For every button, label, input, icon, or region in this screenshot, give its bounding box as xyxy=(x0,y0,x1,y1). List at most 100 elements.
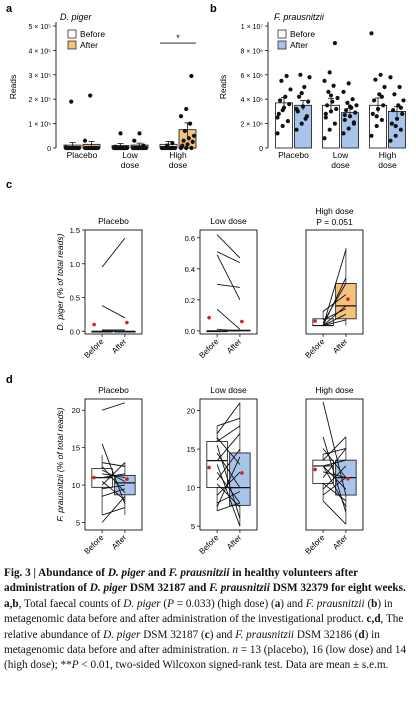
data-point xyxy=(392,92,397,97)
data-point xyxy=(323,111,328,116)
y-tick-label: 15 xyxy=(72,444,80,453)
panel-c: c D. piger (% of total reads) Placebo 0.0 0.… xyxy=(6,179,364,360)
data-point xyxy=(185,142,190,147)
paired-line xyxy=(217,283,240,288)
x-tick-label: dose xyxy=(331,160,350,170)
data-point xyxy=(388,138,393,143)
caption-panel-ref: c xyxy=(366,613,372,626)
data-point xyxy=(353,110,358,115)
y-axis-label: F. prausnitzii (% of total reads) xyxy=(55,407,65,521)
paired-line xyxy=(102,473,125,479)
data-point xyxy=(327,70,332,75)
y-axis-label: D. piger (% of total reads) xyxy=(55,233,65,330)
panel-d: d F. prausnitzii (% of total reads) Placeb… xyxy=(6,374,364,556)
x-tick-label: After xyxy=(331,533,350,552)
x-tick-label: dose xyxy=(378,160,397,170)
data-point xyxy=(184,145,189,151)
x-tick-label: Before xyxy=(197,337,220,360)
facet-frame xyxy=(305,398,364,531)
caption-panel-ref: d xyxy=(358,628,365,641)
paired-line xyxy=(322,249,347,326)
y-tick-label: 0.5 xyxy=(70,294,80,303)
caption-text: ) in metagenomic data before and after a… xyxy=(4,597,393,626)
y-tick-label: 0.0 xyxy=(70,327,80,336)
data-point xyxy=(331,83,336,88)
mean-marker xyxy=(92,475,96,480)
data-point xyxy=(189,145,194,151)
panel-label: b xyxy=(210,3,217,15)
data-point xyxy=(328,93,334,98)
data-point xyxy=(137,131,142,136)
caption-panel-ref: b xyxy=(12,597,19,610)
paired-line xyxy=(322,500,347,525)
facet-title: Placebo xyxy=(98,385,129,395)
caption-fig-label: Fig. 3 | xyxy=(4,567,39,579)
data-point xyxy=(393,133,398,138)
facet-frame xyxy=(199,398,258,531)
caption-title-species: D. piger xyxy=(107,567,146,579)
y-tick-label: 2 × 10⁵ xyxy=(28,97,51,104)
facet-frame xyxy=(84,229,143,335)
mean-marker xyxy=(313,467,317,472)
data-point xyxy=(288,87,293,92)
paired-line xyxy=(216,425,241,442)
facet-title: High dose xyxy=(315,206,354,216)
data-point xyxy=(299,121,304,126)
caption-stat: P xyxy=(71,659,79,672)
paired-line xyxy=(322,305,347,326)
facet-frame xyxy=(305,229,364,335)
caption-panel-ref: , xyxy=(371,613,375,626)
caption-text: DSM 32186 ( xyxy=(294,628,359,641)
panel-a: a D. piger Reads 0 1 × 10⁵ 2 × 10⁵ 3 × 10⁵ 4 × … xyxy=(6,3,197,170)
data-point xyxy=(325,103,330,108)
box xyxy=(206,440,228,489)
paired-line xyxy=(101,402,126,411)
y-tick-label: 2 × 10⁶ xyxy=(240,122,263,129)
y-tick-label: 20 xyxy=(187,407,195,416)
caption-panel-ref: , xyxy=(9,597,13,610)
panel-label: c xyxy=(6,179,12,191)
paired-line xyxy=(216,251,241,264)
data-point xyxy=(334,106,339,112)
paired-line xyxy=(216,452,241,488)
facet-p-value: P = 0.051 xyxy=(316,217,353,227)
data-point xyxy=(189,73,194,79)
data-point xyxy=(370,111,375,116)
data-point xyxy=(182,128,187,134)
caption-title-species: D. piger xyxy=(89,582,128,595)
legend-swatch xyxy=(67,40,77,50)
paired-line xyxy=(217,328,240,332)
y-tick-label: 0.6 xyxy=(185,234,195,243)
paired-line xyxy=(102,330,125,332)
data-point xyxy=(332,40,337,46)
data-point xyxy=(73,145,78,151)
caption-species: F. prausnitzii xyxy=(305,597,365,610)
paired-line xyxy=(216,308,241,330)
data-point xyxy=(184,106,189,112)
mean-marker xyxy=(240,319,244,324)
panel-title: F. prausnitzii xyxy=(274,12,325,22)
data-point xyxy=(276,111,281,116)
x-tick-label: Placebo xyxy=(278,150,309,160)
y-tick-label: 0.2 xyxy=(185,296,195,305)
data-point xyxy=(347,114,353,119)
paired-line xyxy=(216,417,241,427)
data-point xyxy=(354,103,359,108)
y-tick-label: 5 × 10⁵ xyxy=(28,24,51,31)
data-point xyxy=(284,73,289,79)
y-axis-label: Reads xyxy=(218,75,228,100)
y-tick-label: 6 × 10⁶ xyxy=(240,73,263,80)
paired-line xyxy=(322,319,347,327)
x-tick-label: Before xyxy=(303,337,326,360)
caption-species: D. piger xyxy=(123,597,161,610)
data-point xyxy=(351,120,356,125)
caption-panel-ref: d xyxy=(374,613,381,626)
data-point xyxy=(323,115,328,120)
data-point xyxy=(88,93,93,98)
legend-label: Before xyxy=(290,29,315,39)
caption-panel-ref: b xyxy=(371,597,378,610)
caption-text: < 0.01, two-sided Wilcoxon signed-rank t… xyxy=(78,659,389,672)
caption-title-species: F. prausnitzii xyxy=(209,582,270,595)
paired-line xyxy=(216,433,241,461)
data-point xyxy=(342,112,347,118)
